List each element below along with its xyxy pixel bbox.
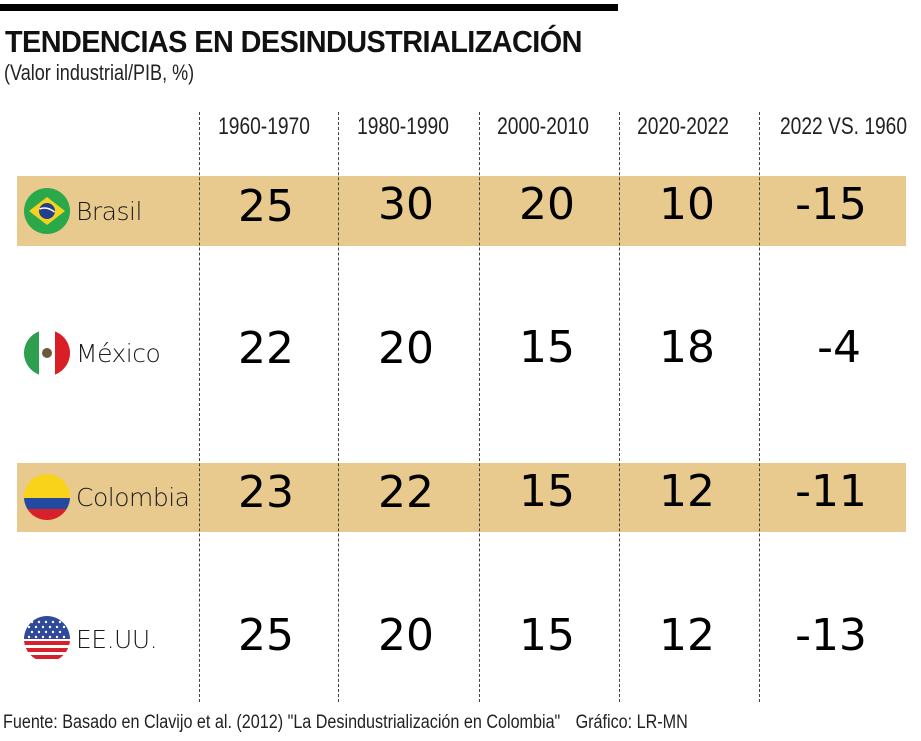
column-divider [199,112,200,702]
value-cell: -4 [817,322,861,373]
top-rule [0,4,618,11]
value-cell: 20 [519,179,575,230]
column-header: 1980-1990 [357,113,449,140]
source-footer: Fuente: Basado en Clavijo et al. (2012) … [3,712,688,734]
value-cell: 15 [519,322,575,373]
country-name: Brasil [76,196,142,226]
value-cell: 10 [659,179,715,230]
column-header: 2020-2022 [637,113,729,140]
column-header: 1960-1970 [218,113,310,140]
country-name: Colombia [76,482,190,512]
table-row: México 22 20 15 18 -4 [0,316,921,386]
column-divider [619,112,620,702]
chart-subtitle: (Valor industrial/PIB, %) [4,60,195,85]
value-cell: 25 [238,181,294,232]
value-cell: 23 [238,467,294,518]
column-divider [338,112,339,702]
country-name: México [76,338,161,368]
row-band-brasil [17,176,906,246]
column-divider [479,112,480,702]
value-cell: 15 [519,466,575,517]
country-cell: Brasil [24,188,142,234]
source-note: Fuente: Basado en Clavijo et al. (2012) … [3,712,561,733]
value-cell: 18 [659,322,715,373]
usa-flag-icon [24,616,70,662]
row-band-colombia [17,463,906,532]
value-cell: 22 [238,323,294,374]
table-row: EE.UU. 25 20 15 12 -13 [0,603,921,673]
brazil-flag-icon [24,188,70,234]
column-header: 2022 VS. 1960 [780,113,908,140]
country-name: EE.UU. [76,624,158,654]
value-cell: -11 [795,466,867,517]
value-cell: 22 [378,467,434,518]
chart-title: TENDENCIAS EN DESINDUSTRIALIZACIÓN [5,24,582,59]
table-row: Colombia 23 22 15 12 -11 [0,463,921,532]
colombia-flag-icon [24,474,70,520]
country-cell: Colombia [24,474,190,520]
value-cell: -15 [795,179,867,230]
column-header: 2000-2010 [497,113,589,140]
value-cell: 12 [659,466,715,517]
value-cell: 20 [378,323,434,374]
value-cell: 20 [378,610,434,661]
value-cell: 12 [659,610,715,661]
table-row: Brasil 25 30 20 10 -15 [0,176,921,246]
value-cell: -13 [795,610,867,661]
country-cell: EE.UU. [24,616,158,662]
mexico-flag-icon [24,330,70,376]
graphic-credit: Gráfico: LR-MN [575,712,688,733]
country-cell: México [24,330,161,376]
value-cell: 30 [378,179,434,230]
value-cell: 15 [519,610,575,661]
value-cell: 25 [238,610,294,661]
column-divider [759,112,760,702]
